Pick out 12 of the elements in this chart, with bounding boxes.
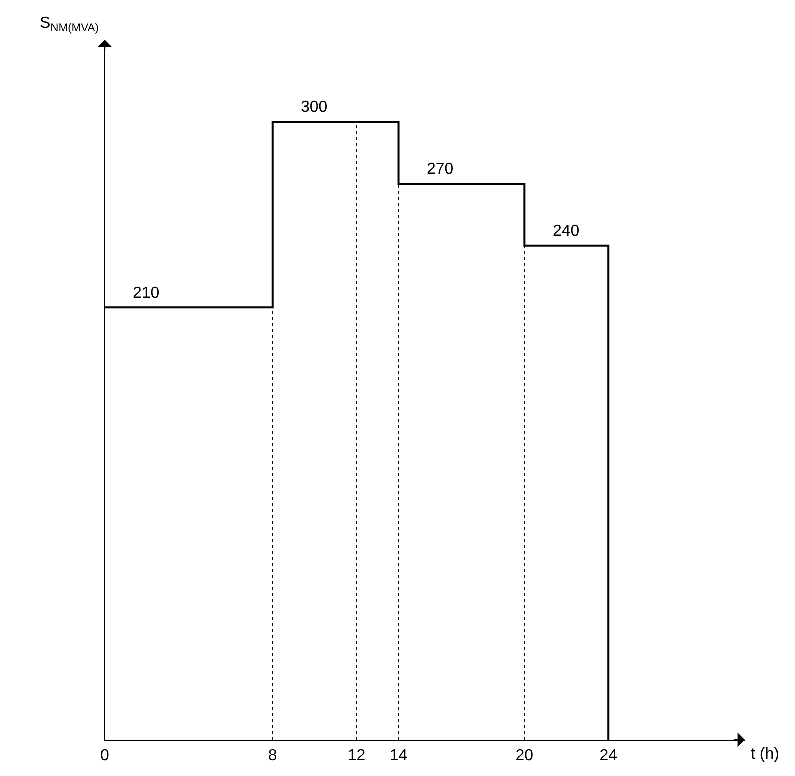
x-tick-label: 0 bbox=[100, 747, 110, 764]
x-tick-label: 20 bbox=[516, 747, 534, 764]
x-tick-label: 14 bbox=[390, 747, 408, 764]
x-axis-title: t (h) bbox=[751, 746, 780, 763]
data-label: 300 bbox=[301, 99, 328, 116]
data-label: 240 bbox=[553, 223, 580, 240]
x-tick-label: 12 bbox=[348, 747, 366, 764]
x-tick-label: 24 bbox=[600, 747, 618, 764]
data-label: 210 bbox=[133, 285, 160, 302]
x-tick-label: 8 bbox=[268, 747, 278, 764]
y-axis-title: S$_{NM(MVA)}$ bbox=[40, 15, 100, 34]
data-label: 270 bbox=[427, 161, 454, 178]
